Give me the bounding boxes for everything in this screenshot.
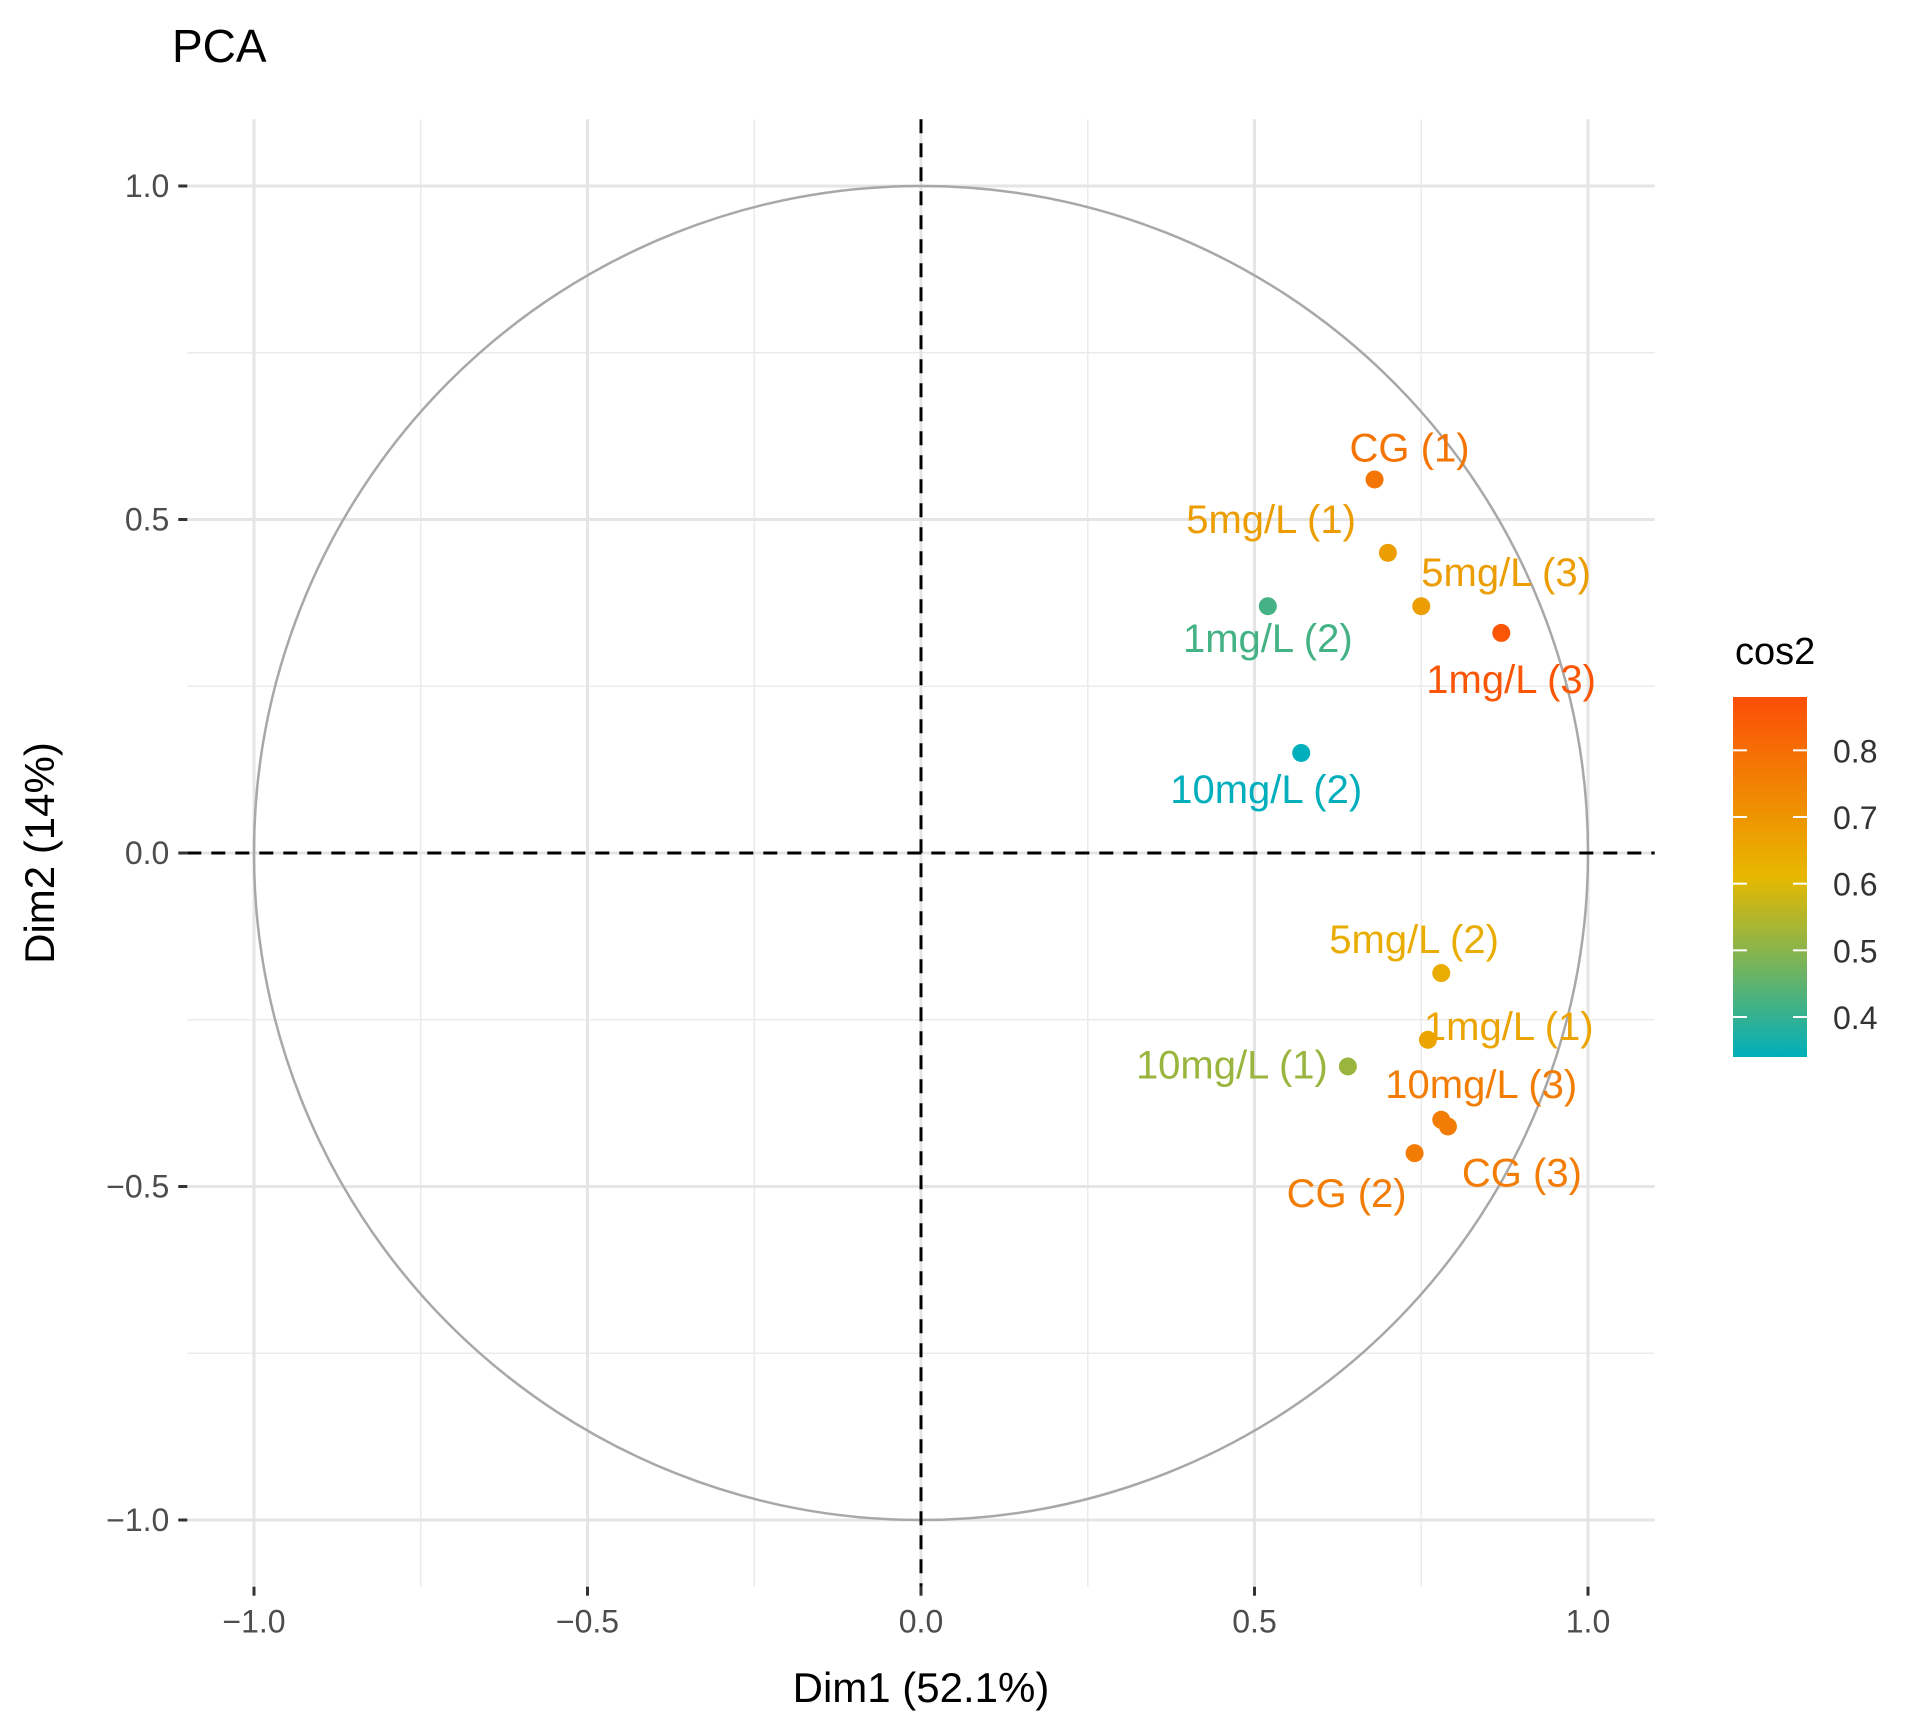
y-tick-label: 1.0	[125, 168, 169, 204]
reference-lines	[187, 119, 1655, 1587]
point-label: 10mg/L (3)	[1385, 1063, 1577, 1107]
point-label: 10mg/L (1)	[1136, 1043, 1328, 1087]
x-tick-label: 0.5	[1232, 1604, 1276, 1640]
data-point	[1258, 597, 1277, 616]
legend-tick-label: 0.5	[1833, 933, 1877, 969]
data-point	[1378, 543, 1397, 562]
point-label: 5mg/L (2)	[1329, 918, 1499, 962]
y-tick-label: −0.5	[106, 1169, 169, 1205]
cos2-legend: cos2 0.4 0.5 0.6 0.7 0.8	[1733, 631, 1877, 1057]
point-label: 1mg/L (1)	[1424, 1005, 1594, 1049]
data-point	[1365, 470, 1384, 489]
point-label: 1mg/L (3)	[1426, 658, 1596, 702]
y-tick-label: 0.5	[125, 502, 169, 538]
axes: −1.0 −0.5 0.0 0.5 1.0 −1.0 −0.5 0.0 0.5 1.0	[106, 168, 1610, 1640]
data-point	[1338, 1057, 1357, 1076]
legend-title: cos2	[1735, 631, 1815, 673]
legend-tick-label: 0.7	[1833, 800, 1877, 836]
chart-title: PCA	[172, 20, 267, 72]
x-tick-label: 1.0	[1566, 1604, 1610, 1640]
legend-tick-label: 0.6	[1833, 867, 1877, 903]
y-tick-label: 0.0	[125, 835, 169, 871]
y-axis-title: Dim2 (14%)	[16, 742, 63, 964]
legend-colorbar	[1733, 697, 1807, 1057]
legend-tick-label: 0.8	[1833, 733, 1877, 769]
y-tick-label: −1.0	[106, 1502, 169, 1538]
point-label: CG (2)	[1287, 1172, 1407, 1216]
point-label: CG (3)	[1462, 1151, 1582, 1195]
data-point	[1405, 1144, 1424, 1163]
data-points	[1258, 470, 1511, 1163]
x-tick-label: 0.0	[899, 1604, 943, 1640]
legend-tick-label: 0.4	[1833, 1000, 1877, 1036]
data-point	[1292, 743, 1311, 762]
point-label: 5mg/L (1)	[1186, 498, 1356, 542]
x-tick-label: −1.0	[222, 1604, 285, 1640]
point-label: 5mg/L (3)	[1421, 551, 1591, 595]
x-axis-title: Dim1 (52.1%)	[793, 1664, 1050, 1711]
point-label: CG (1)	[1350, 426, 1470, 470]
data-point	[1418, 1030, 1437, 1049]
data-point	[1438, 1117, 1457, 1136]
x-tick-label: −0.5	[556, 1604, 619, 1640]
point-label: 1mg/L (2)	[1183, 617, 1353, 661]
data-point	[1492, 623, 1511, 642]
point-labels: CG (1) 5mg/L (1) 5mg/L (3) 1mg/L (2) 1mg/L (…	[1136, 426, 1596, 1216]
point-label: 10mg/L (2)	[1170, 768, 1362, 812]
data-point	[1412, 597, 1431, 616]
data-point	[1432, 964, 1451, 983]
